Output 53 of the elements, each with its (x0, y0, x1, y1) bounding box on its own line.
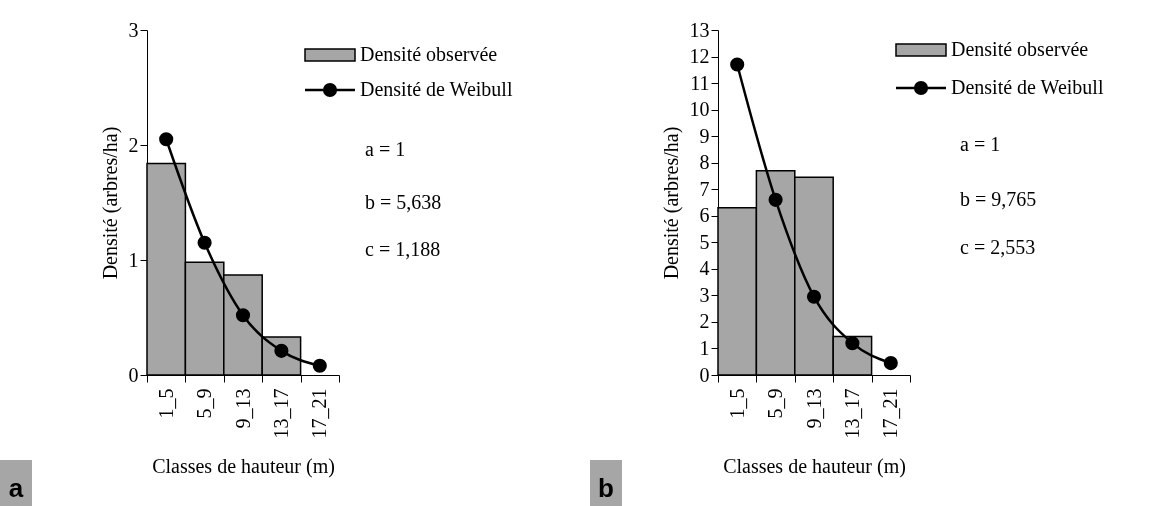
y-tick-label: 8 (699, 151, 710, 174)
x-tick-label: 5_9 (193, 388, 216, 419)
x-tick-label: 17_21 (308, 388, 331, 439)
point (312, 358, 327, 373)
point (159, 132, 174, 147)
y-tick-label: 12 (689, 45, 710, 68)
point (197, 235, 212, 250)
y-axis-title: Densité (arbres/ha) (98, 126, 122, 280)
text: b = 5,638 (365, 191, 442, 213)
y-tick-label: 11 (690, 71, 710, 94)
y-tick-label: 3 (699, 283, 710, 306)
point (235, 308, 251, 323)
x-tick-label: 17_21 (879, 388, 902, 439)
point (768, 192, 783, 207)
x-axis-title: Classes de hauteur (m) (152, 454, 335, 478)
y-tick-label: 7 (699, 177, 710, 200)
y-tick-label: 1 (128, 248, 139, 271)
text: b (598, 473, 614, 503)
x-tick-label: 1_5 (725, 388, 748, 419)
text: b = 9,765 (960, 188, 1037, 210)
y-tick-label: 3 (128, 18, 139, 41)
x-tick-label: 9_13 (802, 388, 825, 429)
y-tick-label: 13 (689, 18, 710, 41)
y-tick-label: 10 (689, 98, 710, 121)
x-tick-label: 1_5 (154, 388, 177, 419)
legend-label: Densité observée (951, 38, 1089, 60)
text: a = 1 (960, 133, 1001, 155)
y-tick-label: 0 (699, 363, 710, 386)
text: c = 2,553 (960, 236, 1036, 258)
x-tick-label: 13_17 (840, 388, 863, 439)
y-tick-label: 5 (699, 230, 710, 253)
y-tick-label: 2 (128, 133, 139, 156)
point (845, 336, 860, 351)
y-tick-label: 9 (699, 124, 710, 147)
y-tick-label: 4 (699, 257, 710, 280)
text: c = 1,188 (365, 238, 441, 260)
legend-label: Densité observée (360, 43, 498, 65)
legend-label: Densité de Weibull (360, 78, 513, 100)
y-tick-label: 2 (699, 310, 710, 333)
y-tick-label: 1 (699, 336, 710, 359)
x-axis-title: Classes de hauteur (m) (723, 454, 906, 478)
x-tick-label: 9_13 (231, 388, 254, 429)
point (730, 57, 745, 72)
text: a (8, 473, 24, 503)
y-axis-title: Densité (arbres/ha) (659, 126, 683, 280)
point (883, 356, 898, 371)
text: a = 1 (365, 138, 406, 160)
y-tick-label: 6 (699, 204, 710, 227)
x-tick-label: 13_17 (269, 388, 292, 439)
y-tick-label: 0 (128, 363, 139, 386)
legend-label: Densité de Weibull (951, 76, 1104, 98)
point (806, 289, 822, 304)
x-tick-label: 5_9 (764, 388, 787, 419)
